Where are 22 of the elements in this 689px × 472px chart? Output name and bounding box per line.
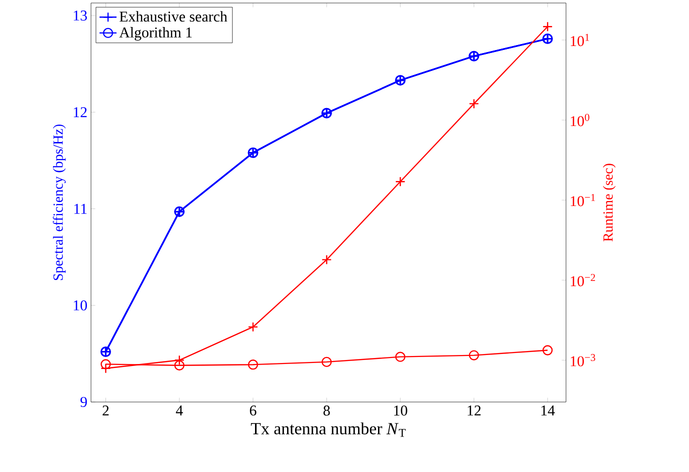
y-tick-label: 13 [74,10,87,21]
x-tick-label: 14 [541,406,555,416]
y2-tick-label: 10$^{−2}$ [570,274,596,286]
x-tick-label: 12 [468,406,481,416]
y-tick-label: 10 [74,300,87,310]
y2-tick-label: 10$^{−1}$ [570,194,595,206]
y2-tick-label: 10$^{−3}$ [570,354,596,366]
x-tick-label: 6 [250,406,256,416]
x-tick-label: 8 [323,406,330,416]
x-tick-label: 2 [102,406,109,416]
y2-axis-title: Runtime (sec) [602,164,616,242]
x-tick-label: 10 [394,406,408,416]
x-tick-label: 4 [176,406,183,416]
y-tick-label: 11 [74,204,87,214]
x-axis-title: Tx antenna number N$_{T}$ [250,422,406,437]
y2-tick-label: 10$^{0}$ [570,114,590,126]
y2-tick-label: 10$^{1}$ [570,34,590,46]
y-tick-label: 12 [74,107,87,118]
legend-label: Algorithm 1 [119,27,192,41]
y-axis-title: Spectral efficiency (bps/Hz) [52,124,66,280]
y-tick-label: 9 [80,396,87,408]
legend-label: Exhaustive search [120,11,228,22]
